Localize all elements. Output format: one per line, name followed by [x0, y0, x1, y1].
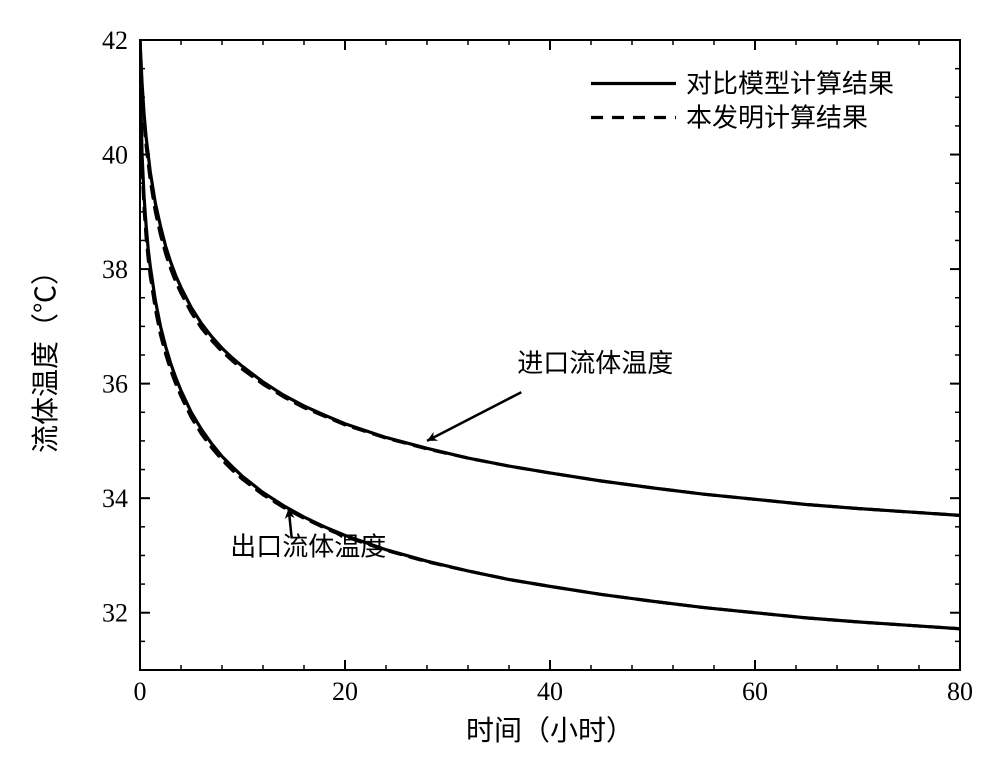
x-tick-label: 40: [537, 677, 563, 706]
legend-label: 本发明计算结果: [686, 104, 868, 133]
y-tick-label: 32: [102, 599, 128, 628]
y-tick-label: 34: [102, 484, 128, 513]
x-tick-label: 60: [742, 677, 768, 706]
chart-container: 0 20 40 60 80 32 34 36 38 40 42 时间（小时） 流体温度（℃） 对比模型计算…: [0, 0, 1000, 775]
y-axis-label: 流体温度（℃）: [30, 257, 62, 453]
x-tick-label: 20: [332, 677, 358, 706]
y-tick-label: 36: [102, 370, 128, 399]
legend-label: 对比模型计算结果: [686, 70, 894, 99]
outlet-annotation-text: 出口流体温度: [230, 532, 386, 561]
y-tick-label: 42: [102, 26, 128, 55]
x-tick-label: 0: [134, 677, 147, 706]
x-axis-label: 时间（小时）: [466, 715, 634, 747]
x-tick-label: 80: [947, 677, 973, 706]
y-tick-label: 40: [102, 141, 128, 170]
line-chart: 0 20 40 60 80 32 34 36 38 40 42 时间（小时） 流体温度（℃） 对比模型计算…: [0, 0, 1000, 775]
y-tick-label: 38: [102, 255, 128, 284]
inlet-annotation-text: 进口流体温度: [517, 349, 673, 378]
